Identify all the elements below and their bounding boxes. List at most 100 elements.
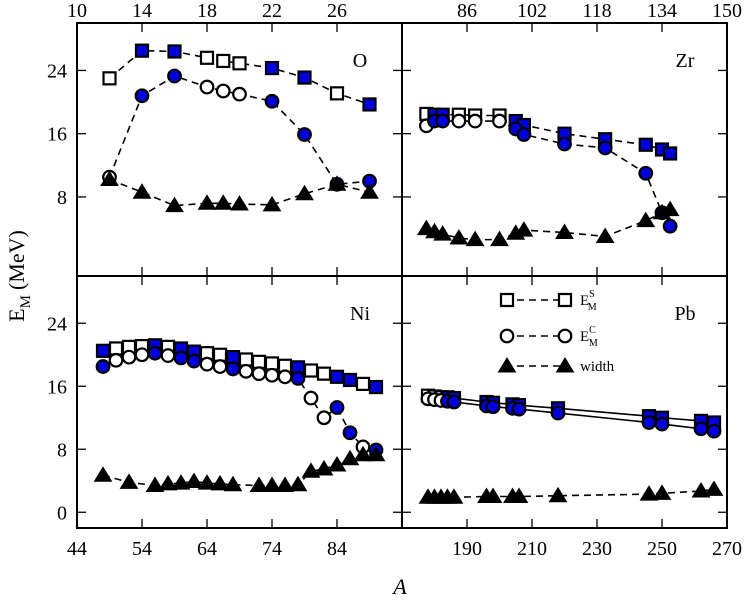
legend-item: width: [497, 357, 615, 375]
data-point-circle: [342, 425, 358, 441]
data-point-triangle: [119, 473, 139, 489]
data-point-triangle: [275, 476, 295, 492]
data-point-square: [199, 50, 215, 65]
x-tick-label: 10: [67, 0, 87, 22]
data-point-circle: [251, 366, 267, 382]
data-point-circle: [597, 140, 613, 156]
data-point-triangle: [184, 472, 204, 489]
data-point-circle: [485, 399, 501, 415]
panel-ni: 44 54 64 74 84 0 8 16 24 Ni: [47, 276, 402, 560]
data-point-circle: [451, 113, 467, 129]
data-point-triangle: [444, 488, 464, 504]
x-tick-label: 118: [582, 0, 611, 22]
panel-zr: 86 102 118 134 150 Zr: [402, 0, 742, 276]
data-point-triangle: [433, 225, 453, 241]
y-tick-label: 16: [47, 376, 67, 398]
data-point-triangle: [197, 474, 217, 490]
x-tick-label: 250: [647, 538, 677, 560]
data-point-triangle: [704, 480, 724, 496]
series-line: [427, 394, 715, 424]
y-axis-label: EM (MeV): [4, 230, 34, 322]
x-tick-label: 22: [262, 0, 282, 22]
data-point-triangle: [509, 487, 529, 503]
data-point-triangle: [288, 475, 308, 492]
data-point-square: [264, 356, 280, 371]
y-tick-label: 8: [57, 439, 67, 461]
legend-item: EC M: [499, 325, 598, 349]
data-point-square: [362, 97, 377, 112]
data-point-circle: [186, 353, 202, 369]
legend-symbol-circle: [557, 328, 573, 344]
x-tick-label: 134: [647, 0, 677, 22]
data-point-triangle: [327, 456, 347, 472]
data-point-circle: [167, 68, 182, 84]
data-point-circle: [199, 356, 215, 372]
data-point-circle: [95, 359, 111, 374]
series-line: [109, 178, 370, 207]
data-point-triangle: [230, 195, 249, 211]
data-point-square: [297, 70, 312, 85]
data-point-square: [95, 343, 111, 358]
data-point-triangle: [249, 476, 269, 492]
data-point-triangle: [93, 466, 113, 482]
data-point-circle: [446, 394, 462, 410]
data-point-square: [108, 341, 124, 356]
x-tick-label: 270: [712, 538, 742, 560]
data-point-triangle: [514, 221, 534, 237]
x-tick-label: 210: [517, 538, 547, 560]
data-point-square: [638, 137, 653, 152]
data-point-circle: [550, 405, 566, 421]
y-axis-label-units: (MeV): [4, 230, 29, 290]
legend-symbol-circle: [499, 328, 515, 344]
data-point-triangle: [262, 195, 282, 212]
legend-symbol-triangle: [555, 357, 575, 373]
x-tick-label: 26: [327, 0, 347, 22]
data-point-square: [329, 86, 345, 101]
series-line: [108, 49, 370, 106]
data-point-square: [232, 56, 247, 71]
data-point-circle: [297, 127, 312, 142]
data-point-triangle: [301, 462, 321, 478]
data-point-square: [216, 53, 231, 69]
series-line: [108, 75, 370, 186]
data-point-triangle: [145, 476, 165, 492]
data-point-circle: [134, 88, 150, 104]
data-point-triangle: [171, 474, 191, 490]
data-point-triangle: [223, 475, 243, 492]
series-line: [102, 352, 377, 451]
data-point-circle: [329, 400, 345, 415]
data-point-triangle: [691, 482, 711, 498]
data-point-triangle: [100, 170, 119, 187]
x-tick-label: 18: [197, 0, 217, 22]
x-axis-label: A: [391, 574, 407, 599]
data-point-circle: [215, 83, 231, 99]
data-point-circle: [662, 218, 678, 234]
data-point-circle: [290, 370, 306, 386]
svg-text:EM(MeV): EM (MeV): [4, 230, 34, 322]
panel-label: Zr: [676, 50, 695, 72]
data-point-triangle: [210, 474, 230, 491]
y-tick-label: 8: [57, 187, 67, 209]
panels-layer: 10 14 18 22 26 8 16 24 O 86 102 118 134 150 Zr 44 54 64 74…: [47, 0, 742, 560]
data-point-triangle: [295, 184, 314, 201]
legend-symbol-square: [557, 292, 573, 308]
panel-o: 10 14 18 22 26 8 16 24 O: [47, 0, 402, 276]
x-tick-label: 86: [457, 0, 477, 22]
legend-label: EC M: [580, 325, 598, 349]
legend-symbol-triangle: [497, 357, 517, 373]
data-point-circle: [225, 361, 241, 377]
data-point-circle: [706, 423, 722, 439]
legend: ES M EC M width: [497, 289, 615, 375]
data-point-triangle: [327, 175, 347, 191]
data-point-circle: [264, 93, 280, 109]
data-point-triangle: [465, 230, 485, 247]
data-point-square: [134, 43, 150, 58]
data-point-triangle: [353, 445, 373, 462]
data-point-circle: [173, 350, 189, 366]
data-point-circle: [467, 113, 483, 129]
data-point-circle: [516, 127, 532, 142]
x-tick-label: 102: [517, 0, 547, 22]
x-tick-label: 150: [712, 0, 742, 22]
series-line: [428, 488, 715, 499]
